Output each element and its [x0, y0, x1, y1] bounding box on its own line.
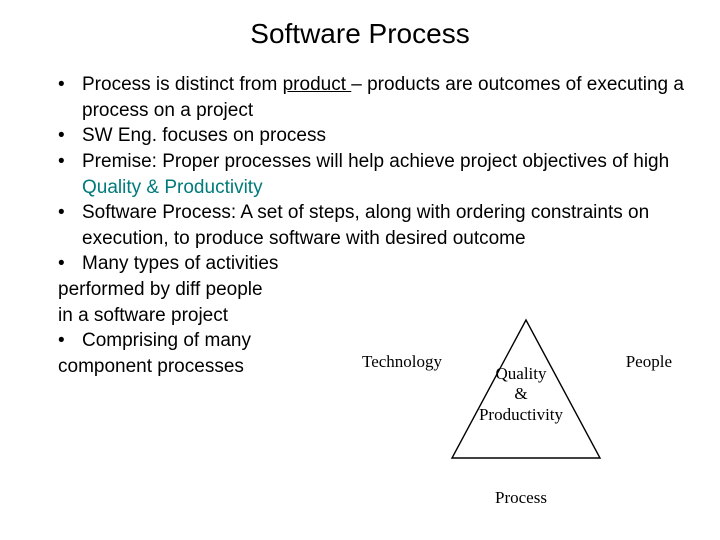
slide-title: Software Process [36, 18, 684, 50]
bullet-mark: • [58, 72, 82, 123]
bullet-mark: • [58, 123, 82, 149]
text-segment: in a software project [58, 303, 228, 329]
bullet-continuation: performed by diff people [36, 277, 684, 303]
text-segment: Process is distinct from [82, 74, 283, 95]
diagram-label-center: Quality & Productivity [366, 364, 676, 425]
bullet-text: Many types of activities [82, 251, 278, 277]
text-segment: Premise: Proper processes will help achi… [82, 151, 669, 172]
bullet-mark: • [58, 149, 82, 200]
accent-text: Quality & Productivity [82, 177, 263, 198]
bullet-text: Process is distinct from product – produ… [82, 72, 684, 123]
bullet-text: SW Eng. focuses on process [82, 123, 326, 149]
triangle-diagram: Technology People Process Quality & Prod… [366, 304, 676, 504]
bullet-item: • SW Eng. focuses on process [36, 123, 684, 149]
bullet-text: Premise: Proper processes will help achi… [82, 149, 684, 200]
bullet-item: • Software Process: A set of steps, alon… [36, 200, 684, 251]
text-segment: Productivity [366, 405, 676, 425]
text-segment: component processes [58, 354, 244, 380]
text-segment: performed by diff people [58, 277, 263, 303]
diagram-label-bottom: Process [366, 488, 676, 508]
bullet-text: Software Process: A set of steps, along … [82, 200, 684, 251]
bullet-item: • Process is distinct from product – pro… [36, 72, 684, 123]
underlined-text: product [283, 74, 352, 95]
text-segment: & [366, 384, 676, 404]
bullet-mark: • [58, 200, 82, 251]
bullet-mark: • [58, 251, 82, 277]
bullet-item: • Premise: Proper processes will help ac… [36, 149, 684, 200]
bullet-mark: • [58, 328, 82, 354]
text-segment: Quality [366, 364, 676, 384]
bullet-item: • Many types of activities [36, 251, 684, 277]
bullet-text: Comprising of many [82, 328, 251, 354]
